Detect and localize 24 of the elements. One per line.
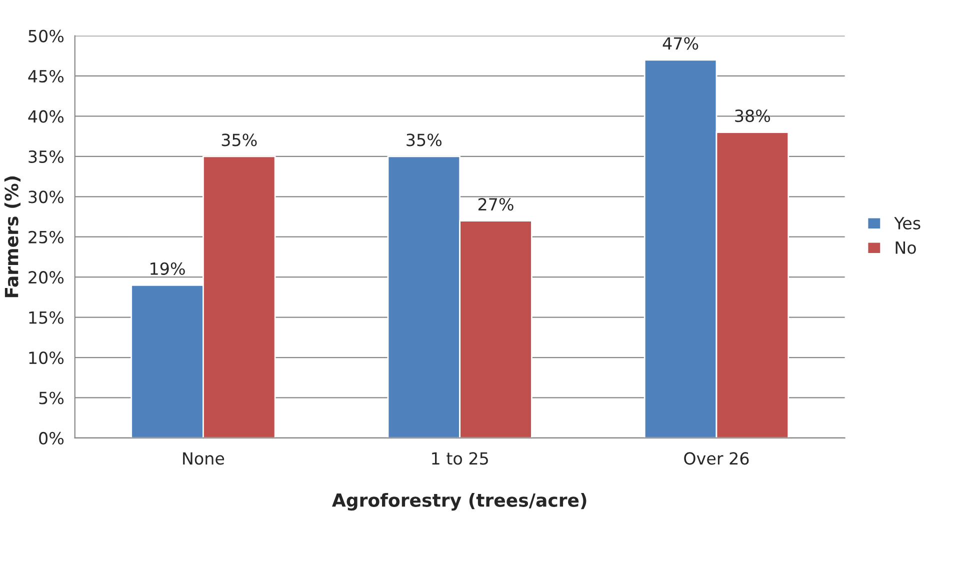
y-tick-label: 25%: [28, 230, 64, 244]
y-tick-label: 0%: [39, 432, 64, 445]
y-tick-label: 45%: [28, 70, 64, 83]
data-label: 47%: [662, 37, 698, 50]
y-tick-label: 30%: [28, 190, 64, 204]
y-axis-title: Farmers (%): [4, 176, 20, 298]
y-tick-label: 15%: [29, 311, 64, 324]
data-label: 35%: [222, 134, 257, 146]
legend-label: Yes: [894, 217, 920, 230]
data-label: 19%: [150, 262, 185, 275]
data-label: 35%: [406, 134, 442, 146]
x-tick-label: None: [183, 452, 224, 465]
y-tick-label: 35%: [28, 150, 64, 163]
data-label: 27%: [478, 198, 514, 211]
x-tick-label: 1 to 25: [432, 452, 488, 465]
y-tick-label: 20%: [28, 271, 64, 284]
x-tick-label: Over 26: [684, 452, 749, 465]
y-tick-label: 10%: [29, 351, 64, 364]
y-tick-label: 5%: [39, 392, 64, 404]
y-tick-label: 40%: [28, 110, 64, 123]
data-label: 38%: [735, 110, 770, 122]
y-tick-label: 50%: [28, 30, 64, 42]
x-axis-title: Agroforestry (trees/acre): [332, 492, 586, 511]
legend-label: No: [896, 242, 916, 254]
